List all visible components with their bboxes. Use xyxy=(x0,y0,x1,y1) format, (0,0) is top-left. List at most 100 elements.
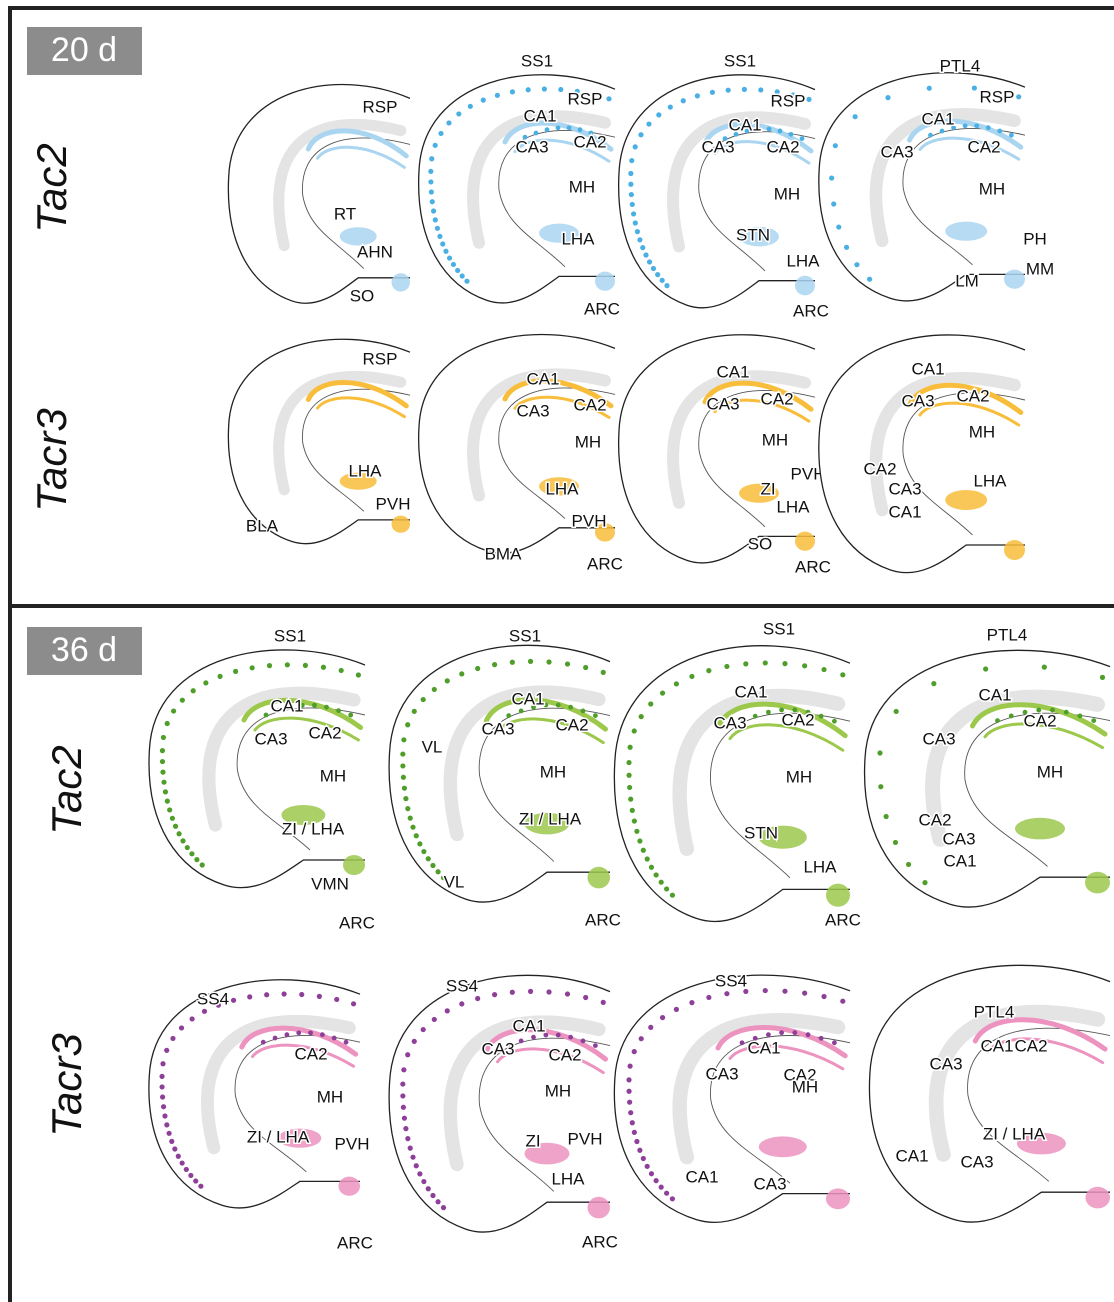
expression-dot xyxy=(412,1039,417,1044)
expression-dot xyxy=(432,687,437,692)
expression-dot xyxy=(637,838,642,843)
expression-dot xyxy=(819,1036,824,1041)
region-label: SS1 xyxy=(274,626,306,645)
expression-dot xyxy=(568,1035,573,1040)
expression-dot xyxy=(428,179,433,184)
brain-section xyxy=(614,975,850,1222)
expression-dot xyxy=(475,996,480,1001)
region-label: CA2 xyxy=(918,810,951,829)
region-label: CA3 xyxy=(713,713,746,732)
expression-dot xyxy=(833,143,838,148)
expression-dot xyxy=(312,703,317,708)
expression-dot xyxy=(626,1089,631,1094)
expression-dot xyxy=(894,709,899,714)
expression-dot xyxy=(348,713,353,718)
expression-dot xyxy=(410,825,415,830)
region-label: STN xyxy=(744,823,778,842)
section-outline xyxy=(614,975,850,1222)
expression-dot xyxy=(546,989,551,994)
expression-dot xyxy=(546,659,551,664)
expression-dot xyxy=(664,283,669,288)
expression-region xyxy=(392,273,411,291)
expression-dot xyxy=(405,806,410,811)
region-label: MH xyxy=(575,432,601,451)
expression-dot xyxy=(217,674,222,679)
expression-region xyxy=(343,855,365,875)
expression-dot xyxy=(638,132,643,137)
expression-dot xyxy=(670,1196,675,1201)
expression-dot xyxy=(159,1074,164,1079)
region-label: LHA xyxy=(545,479,579,498)
expression-dot xyxy=(931,681,936,686)
expression-dot xyxy=(171,708,176,713)
expression-dot xyxy=(763,660,768,665)
expression-dot xyxy=(630,1120,635,1125)
expression-dot xyxy=(629,192,634,197)
region-label: CA1 xyxy=(511,689,544,708)
expression-region xyxy=(588,1197,611,1219)
expression-dot xyxy=(161,1104,166,1109)
region-label: PVH xyxy=(572,511,607,530)
expression-dot xyxy=(167,807,172,812)
expression-dot xyxy=(250,665,255,670)
expression-region xyxy=(1004,540,1025,560)
expression-dot xyxy=(766,710,771,715)
expression-dot xyxy=(583,995,588,1000)
region-label: CA1 xyxy=(978,685,1011,704)
region-label: CA3 xyxy=(901,391,934,410)
expression-dot xyxy=(417,1171,422,1176)
expression-region xyxy=(1085,872,1110,894)
expression-dot xyxy=(789,132,794,137)
expression-dot xyxy=(1009,133,1014,138)
region-label: CA2 xyxy=(308,723,341,742)
region-label: CA2 xyxy=(1014,1036,1047,1055)
expression-region xyxy=(1004,270,1025,289)
region-label: SS1 xyxy=(521,51,553,70)
expression-dot xyxy=(724,991,729,996)
expression-dot xyxy=(264,992,269,997)
expression-dot xyxy=(169,1139,174,1144)
expression-dot xyxy=(627,1100,632,1105)
expression-dot xyxy=(285,662,290,667)
expression-region xyxy=(795,532,815,551)
region-label: ZI xyxy=(760,479,775,498)
expression-dot xyxy=(405,1136,410,1141)
expression-dot xyxy=(161,780,166,785)
expression-dot xyxy=(160,1061,165,1066)
region-label: PVH xyxy=(335,1134,370,1153)
region-label: CA3 xyxy=(942,829,975,848)
expression-dot xyxy=(568,705,573,710)
expression-dot xyxy=(660,690,665,695)
expression-dot xyxy=(430,199,435,204)
expression-dot xyxy=(492,662,497,667)
expression-dot xyxy=(829,175,834,180)
expression-dot xyxy=(655,272,660,277)
section-outline xyxy=(614,646,850,922)
expression-dot xyxy=(435,1199,440,1204)
expression-dot xyxy=(778,129,783,134)
region-label: CA3 xyxy=(516,401,549,420)
section-outline xyxy=(389,975,610,1232)
expression-dot xyxy=(410,1155,415,1160)
expression-dot xyxy=(626,773,631,778)
expression-dot xyxy=(626,760,631,765)
expression-dot xyxy=(792,1030,797,1035)
region-label: SO xyxy=(748,534,773,553)
region-label: CA3 xyxy=(515,137,548,156)
region-label: CA1 xyxy=(716,362,749,381)
region-label: ZI / LHA xyxy=(282,819,345,838)
expression-dot xyxy=(495,93,500,98)
expression-dot xyxy=(906,862,911,867)
expression-dot xyxy=(165,799,170,804)
region-label: MH xyxy=(979,179,1005,198)
expression-dot xyxy=(163,789,168,794)
age-label: 36 d xyxy=(51,631,117,669)
region-label: CA1 xyxy=(734,682,767,701)
expression-dot xyxy=(428,169,433,174)
expression-dot xyxy=(821,667,826,672)
expression-dot xyxy=(184,1167,189,1172)
expression-dot xyxy=(431,208,436,213)
expression-dot xyxy=(528,989,533,994)
expression-dot xyxy=(832,719,837,724)
expression-dot xyxy=(641,1156,646,1161)
